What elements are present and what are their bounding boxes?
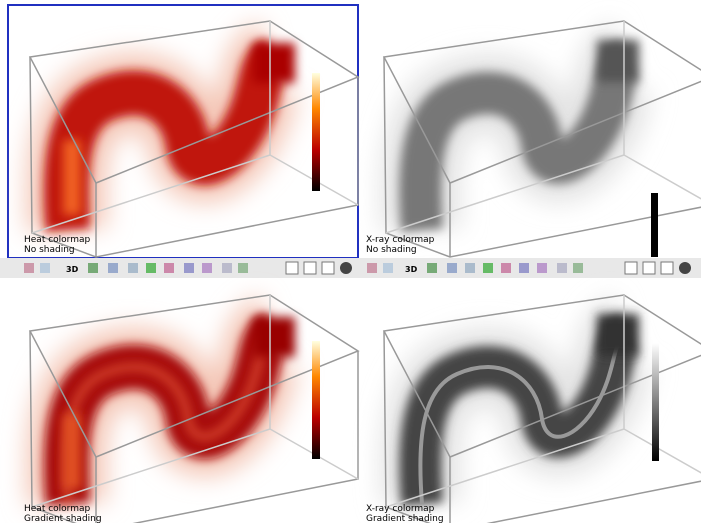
volume-block <box>597 314 639 356</box>
mode-label[interactable]: 3D <box>66 265 79 274</box>
split-button[interactable] <box>285 261 299 275</box>
tool-button[interactable] <box>108 263 118 273</box>
view-panel[interactable]: X-ray colormap Gradient shading <box>366 295 701 527</box>
view-panel[interactable]: Heat colormap Gradient shading <box>24 295 359 527</box>
view-panel[interactable]: X-ray colormap No shading <box>366 21 701 257</box>
tool-button[interactable] <box>367 263 377 273</box>
split-button[interactable] <box>303 261 317 275</box>
toolbar: 3D <box>367 261 691 275</box>
tool-button[interactable] <box>573 263 583 273</box>
tool-button[interactable] <box>238 263 248 273</box>
caption: X-ray colormap <box>366 235 435 245</box>
volume-face <box>63 140 81 215</box>
tool-button[interactable] <box>427 263 437 273</box>
caption: Gradient shading <box>24 514 102 523</box>
volume-block <box>253 43 295 83</box>
caption: Heat colormap <box>24 504 90 514</box>
volume-face <box>63 414 81 489</box>
tool-button[interactable] <box>88 263 98 273</box>
tool-button[interactable] <box>222 263 232 273</box>
tool-button[interactable] <box>184 263 194 273</box>
tool-button[interactable] <box>557 263 567 273</box>
tool-button[interactable] <box>383 263 393 273</box>
tool-button[interactable] <box>146 263 156 273</box>
color-legend <box>312 73 320 191</box>
tool-button[interactable] <box>128 263 138 273</box>
close-button[interactable] <box>679 262 691 274</box>
tool-button[interactable] <box>501 263 511 273</box>
caption: No shading <box>366 245 417 255</box>
color-legend <box>652 343 659 461</box>
tool-button[interactable] <box>202 263 212 273</box>
split-button[interactable] <box>624 261 638 275</box>
toolbar: 3D <box>24 261 352 275</box>
tool-button[interactable] <box>164 263 174 273</box>
color-legend <box>651 193 658 257</box>
volume-block <box>253 317 295 357</box>
tool-button[interactable] <box>447 263 457 273</box>
caption: X-ray colormap <box>366 504 435 514</box>
tool-button[interactable] <box>537 263 547 273</box>
tool-button[interactable] <box>40 263 50 273</box>
tool-button[interactable] <box>24 263 34 273</box>
tool-button[interactable] <box>465 263 475 273</box>
caption: Gradient shading <box>366 514 444 523</box>
maximize-button[interactable] <box>660 261 674 275</box>
caption: No shading <box>24 245 75 255</box>
maximize-button[interactable] <box>321 261 335 275</box>
mode-label[interactable]: 3D <box>405 265 418 274</box>
volume-block <box>597 40 639 82</box>
caption: Heat colormap <box>24 235 90 245</box>
tool-button[interactable] <box>483 263 493 273</box>
tool-button[interactable] <box>519 263 529 273</box>
color-legend <box>312 341 320 459</box>
view-panel[interactable]: Heat colormap No shading <box>7 4 359 258</box>
split-button[interactable] <box>642 261 656 275</box>
close-button[interactable] <box>340 262 352 274</box>
